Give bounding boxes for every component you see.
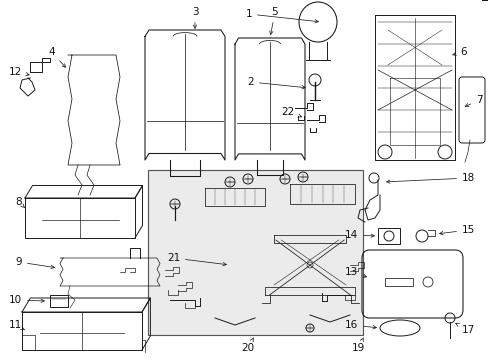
- Text: 10: 10: [9, 295, 44, 305]
- Text: 21: 21: [166, 253, 226, 266]
- Text: 15: 15: [439, 225, 474, 235]
- Bar: [148, 170, 362, 335]
- Text: 8: 8: [15, 197, 25, 208]
- Text: 17: 17: [455, 323, 474, 335]
- Text: 13: 13: [344, 267, 366, 278]
- Text: 11: 11: [9, 320, 25, 330]
- Text: 12: 12: [9, 67, 29, 77]
- Text: 19: 19: [351, 338, 364, 353]
- Text: 9: 9: [15, 257, 54, 269]
- Bar: [384, 278, 412, 286]
- Bar: [377, 228, 399, 244]
- Text: 4: 4: [48, 47, 65, 67]
- Bar: [50, 295, 68, 307]
- Text: 14: 14: [344, 230, 374, 240]
- Text: 18: 18: [386, 173, 474, 183]
- Text: 22: 22: [281, 107, 301, 117]
- Text: 5: 5: [269, 7, 278, 35]
- Text: 20: 20: [241, 338, 254, 353]
- Text: 1: 1: [245, 9, 318, 23]
- Text: 3: 3: [191, 7, 198, 28]
- Text: 6: 6: [452, 47, 466, 57]
- Text: 7: 7: [465, 95, 482, 107]
- Text: 16: 16: [344, 320, 376, 330]
- Text: 2: 2: [247, 77, 305, 89]
